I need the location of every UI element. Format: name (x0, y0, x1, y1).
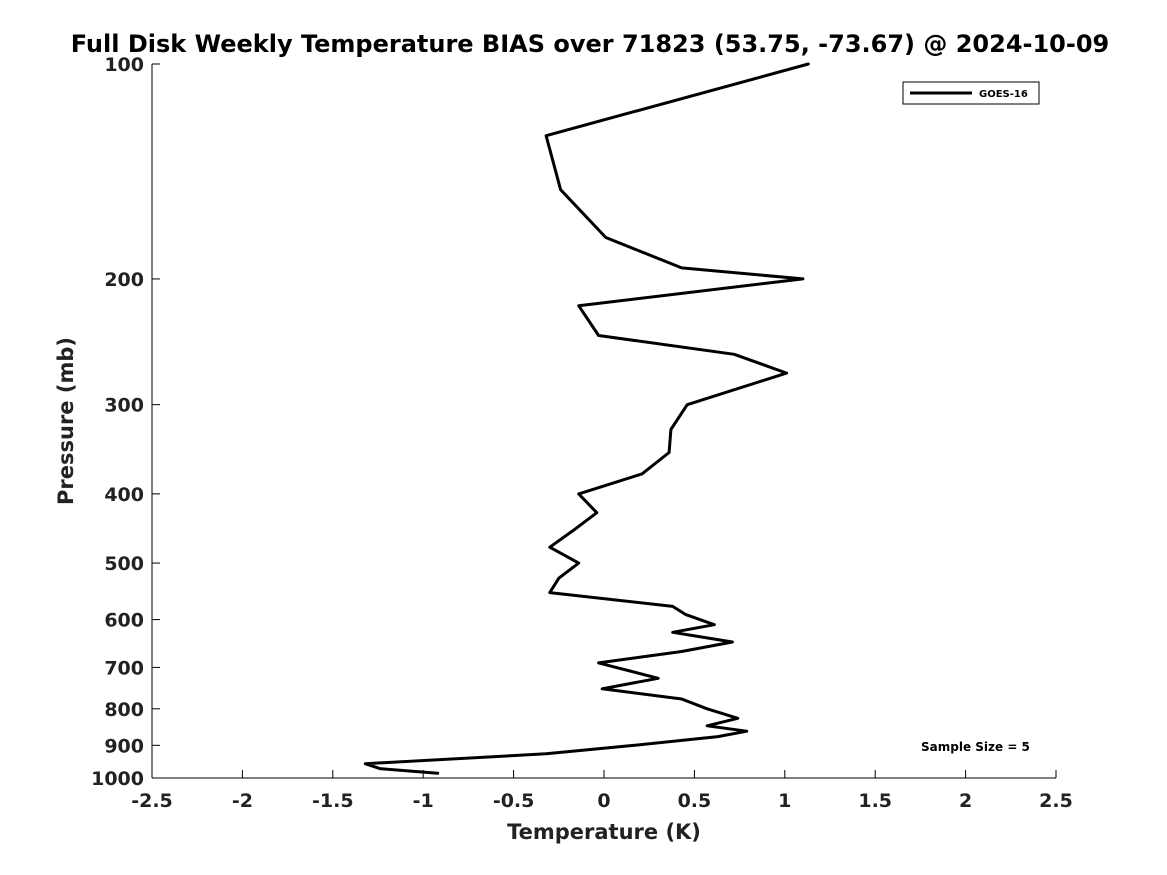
legend-label-goes-16: GOES-16 (979, 89, 1028, 100)
x-tick-label: 2.5 (1039, 790, 1073, 812)
x-tick-label: 1.5 (858, 790, 892, 812)
x-axis-label: Temperature (K) (507, 820, 701, 844)
legend: GOES-16 (902, 81, 1040, 105)
y-tick-label: 800 (104, 699, 144, 721)
x-tick-label: -2 (232, 790, 253, 812)
y-axis-label: Pressure (mb) (54, 337, 78, 505)
x-tick-label: 0.5 (678, 790, 712, 812)
y-tick-label: 300 (104, 395, 144, 417)
sample-size-annotation: Sample Size = 5 (921, 740, 1030, 754)
series-layer (363, 62, 810, 775)
x-tick-label: -2.5 (131, 790, 173, 812)
x-axis-ticks: -2.5 -2 -1.5 -1 -0.5 0 0.5 1 1.5 2 2.5 (131, 770, 1073, 812)
y-tick-label: 200 (104, 269, 144, 291)
x-tick-label: 0 (597, 790, 610, 812)
plot-area: -2.5 -2 -1.5 -1 -0.5 0 0.5 1 1.5 2 2.5 100 200 300 40… (91, 54, 1073, 812)
y-tick-label: 500 (104, 553, 144, 575)
y-tick-label: 1000 (91, 768, 144, 790)
series-line-goes-16 (363, 62, 810, 775)
x-tick-label: 2 (959, 790, 972, 812)
y-tick-label: 100 (104, 54, 144, 76)
y-tick-label: 700 (104, 657, 144, 679)
chart-title: Full Disk Weekly Temperature BIAS over 7… (71, 30, 1110, 58)
y-tick-label: 600 (104, 610, 144, 632)
x-tick-label: -1 (413, 790, 434, 812)
y-tick-label: 400 (104, 484, 144, 506)
x-tick-label: -0.5 (493, 790, 535, 812)
y-tick-label: 900 (104, 735, 144, 757)
x-tick-label: 1 (778, 790, 791, 812)
x-tick-label: -1.5 (312, 790, 354, 812)
y-axis-ticks: 100 200 300 400 500 600 700 800 900 1000 (91, 54, 160, 790)
